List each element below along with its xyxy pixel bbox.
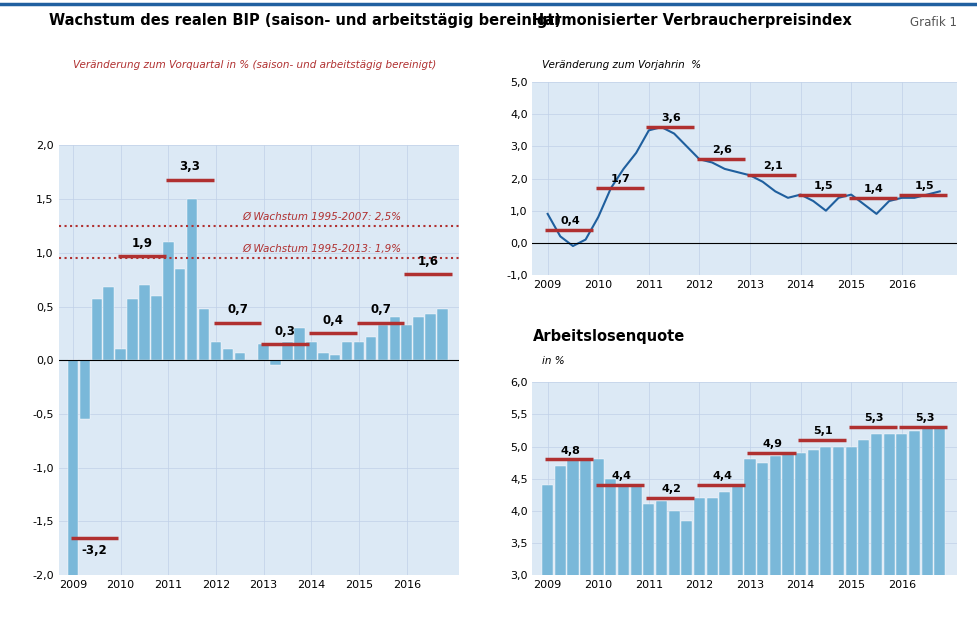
Text: Ø Wachstum 1995-2007: 2,5%: Ø Wachstum 1995-2007: 2,5% <box>242 212 402 222</box>
Bar <box>568 459 578 632</box>
Bar <box>198 308 209 360</box>
Text: Wachstum des realen BIP (saison- und arbeitstägig bereinigt): Wachstum des realen BIP (saison- und arb… <box>49 13 561 28</box>
Bar <box>606 479 616 632</box>
Text: Grafik 1: Grafik 1 <box>911 16 957 29</box>
Bar <box>630 485 642 632</box>
Text: 4,2: 4,2 <box>661 484 682 494</box>
Bar <box>808 450 819 632</box>
Bar <box>921 427 933 632</box>
Bar <box>211 342 221 360</box>
Text: 0,4: 0,4 <box>322 314 343 327</box>
Text: Veränderung zum Vorjahrin  %: Veränderung zum Vorjahrin % <box>542 60 701 70</box>
Text: 0,3: 0,3 <box>275 325 296 337</box>
Text: 1,5: 1,5 <box>814 181 833 191</box>
Bar <box>104 287 114 360</box>
Bar <box>390 317 400 360</box>
Bar <box>821 447 831 632</box>
Text: 4,4: 4,4 <box>611 471 631 482</box>
Bar <box>378 325 388 360</box>
Text: 5,1: 5,1 <box>814 427 833 436</box>
Bar <box>234 353 245 360</box>
Bar <box>934 427 946 632</box>
Text: 3,6: 3,6 <box>661 113 682 123</box>
Text: 5,3: 5,3 <box>914 413 934 423</box>
Bar <box>271 360 280 365</box>
Bar <box>580 459 591 632</box>
Bar <box>127 299 138 360</box>
Bar <box>858 441 870 632</box>
Bar <box>719 492 730 632</box>
Bar <box>330 355 340 360</box>
Text: 0,4: 0,4 <box>561 216 580 226</box>
Bar <box>294 328 305 360</box>
Text: 5,3: 5,3 <box>865 413 884 423</box>
Bar <box>706 498 718 632</box>
Bar <box>783 453 793 632</box>
Text: Harmonisierter Verbraucherpreisindex: Harmonisierter Verbraucherpreisindex <box>532 13 852 28</box>
Bar <box>139 285 149 360</box>
Text: 1,6: 1,6 <box>418 255 439 268</box>
Bar <box>732 485 743 632</box>
Bar <box>871 434 882 632</box>
Bar <box>115 349 126 360</box>
Bar <box>542 485 553 632</box>
Text: 1,9: 1,9 <box>132 236 152 250</box>
Bar <box>909 430 920 632</box>
Bar <box>593 459 604 632</box>
Text: Ø Wachstum 1995-2013: 1,9%: Ø Wachstum 1995-2013: 1,9% <box>242 244 402 254</box>
Text: 0,7: 0,7 <box>227 303 248 316</box>
Bar <box>342 342 353 360</box>
Bar <box>163 242 174 360</box>
Text: 4,8: 4,8 <box>561 446 580 456</box>
Bar <box>425 314 436 360</box>
Bar <box>555 466 566 632</box>
Bar <box>223 349 234 360</box>
Bar <box>282 342 293 360</box>
Text: 1,4: 1,4 <box>864 184 884 194</box>
Bar <box>92 299 102 360</box>
Bar <box>757 463 768 632</box>
Text: 1,5: 1,5 <box>914 181 934 191</box>
Bar <box>618 485 629 632</box>
Bar <box>413 317 424 360</box>
Bar <box>259 344 269 360</box>
Bar <box>319 353 328 360</box>
Bar <box>795 453 806 632</box>
Bar <box>896 434 908 632</box>
Bar <box>306 342 317 360</box>
Bar <box>846 447 857 632</box>
Bar <box>656 501 667 632</box>
Bar <box>67 360 78 632</box>
Text: 4,9: 4,9 <box>763 439 783 449</box>
Bar <box>681 521 693 632</box>
Bar <box>151 296 161 360</box>
Bar <box>187 199 197 360</box>
Text: Veränderung zum Vorquartal in % (saison- und arbeitstägig bereinigt): Veränderung zum Vorquartal in % (saison-… <box>73 60 437 70</box>
Text: 2,6: 2,6 <box>712 145 732 155</box>
Bar <box>770 456 781 632</box>
Text: 3,3: 3,3 <box>180 161 200 173</box>
Text: -3,2: -3,2 <box>81 544 107 557</box>
Text: 4,4: 4,4 <box>712 471 732 482</box>
Bar <box>438 308 447 360</box>
Bar <box>365 337 376 360</box>
Bar <box>694 498 705 632</box>
Bar <box>668 511 680 632</box>
Text: 2,1: 2,1 <box>763 161 783 171</box>
Text: Arbeitslosenquote: Arbeitslosenquote <box>532 329 685 344</box>
Text: 1,7: 1,7 <box>612 174 631 185</box>
Bar <box>744 459 755 632</box>
Bar <box>79 360 90 420</box>
Bar <box>354 342 364 360</box>
Bar <box>643 504 655 632</box>
Bar <box>402 325 412 360</box>
Text: in %: in % <box>542 356 565 366</box>
Text: 0,7: 0,7 <box>370 303 391 316</box>
Bar <box>175 269 186 360</box>
Bar <box>833 447 844 632</box>
Bar <box>883 434 895 632</box>
